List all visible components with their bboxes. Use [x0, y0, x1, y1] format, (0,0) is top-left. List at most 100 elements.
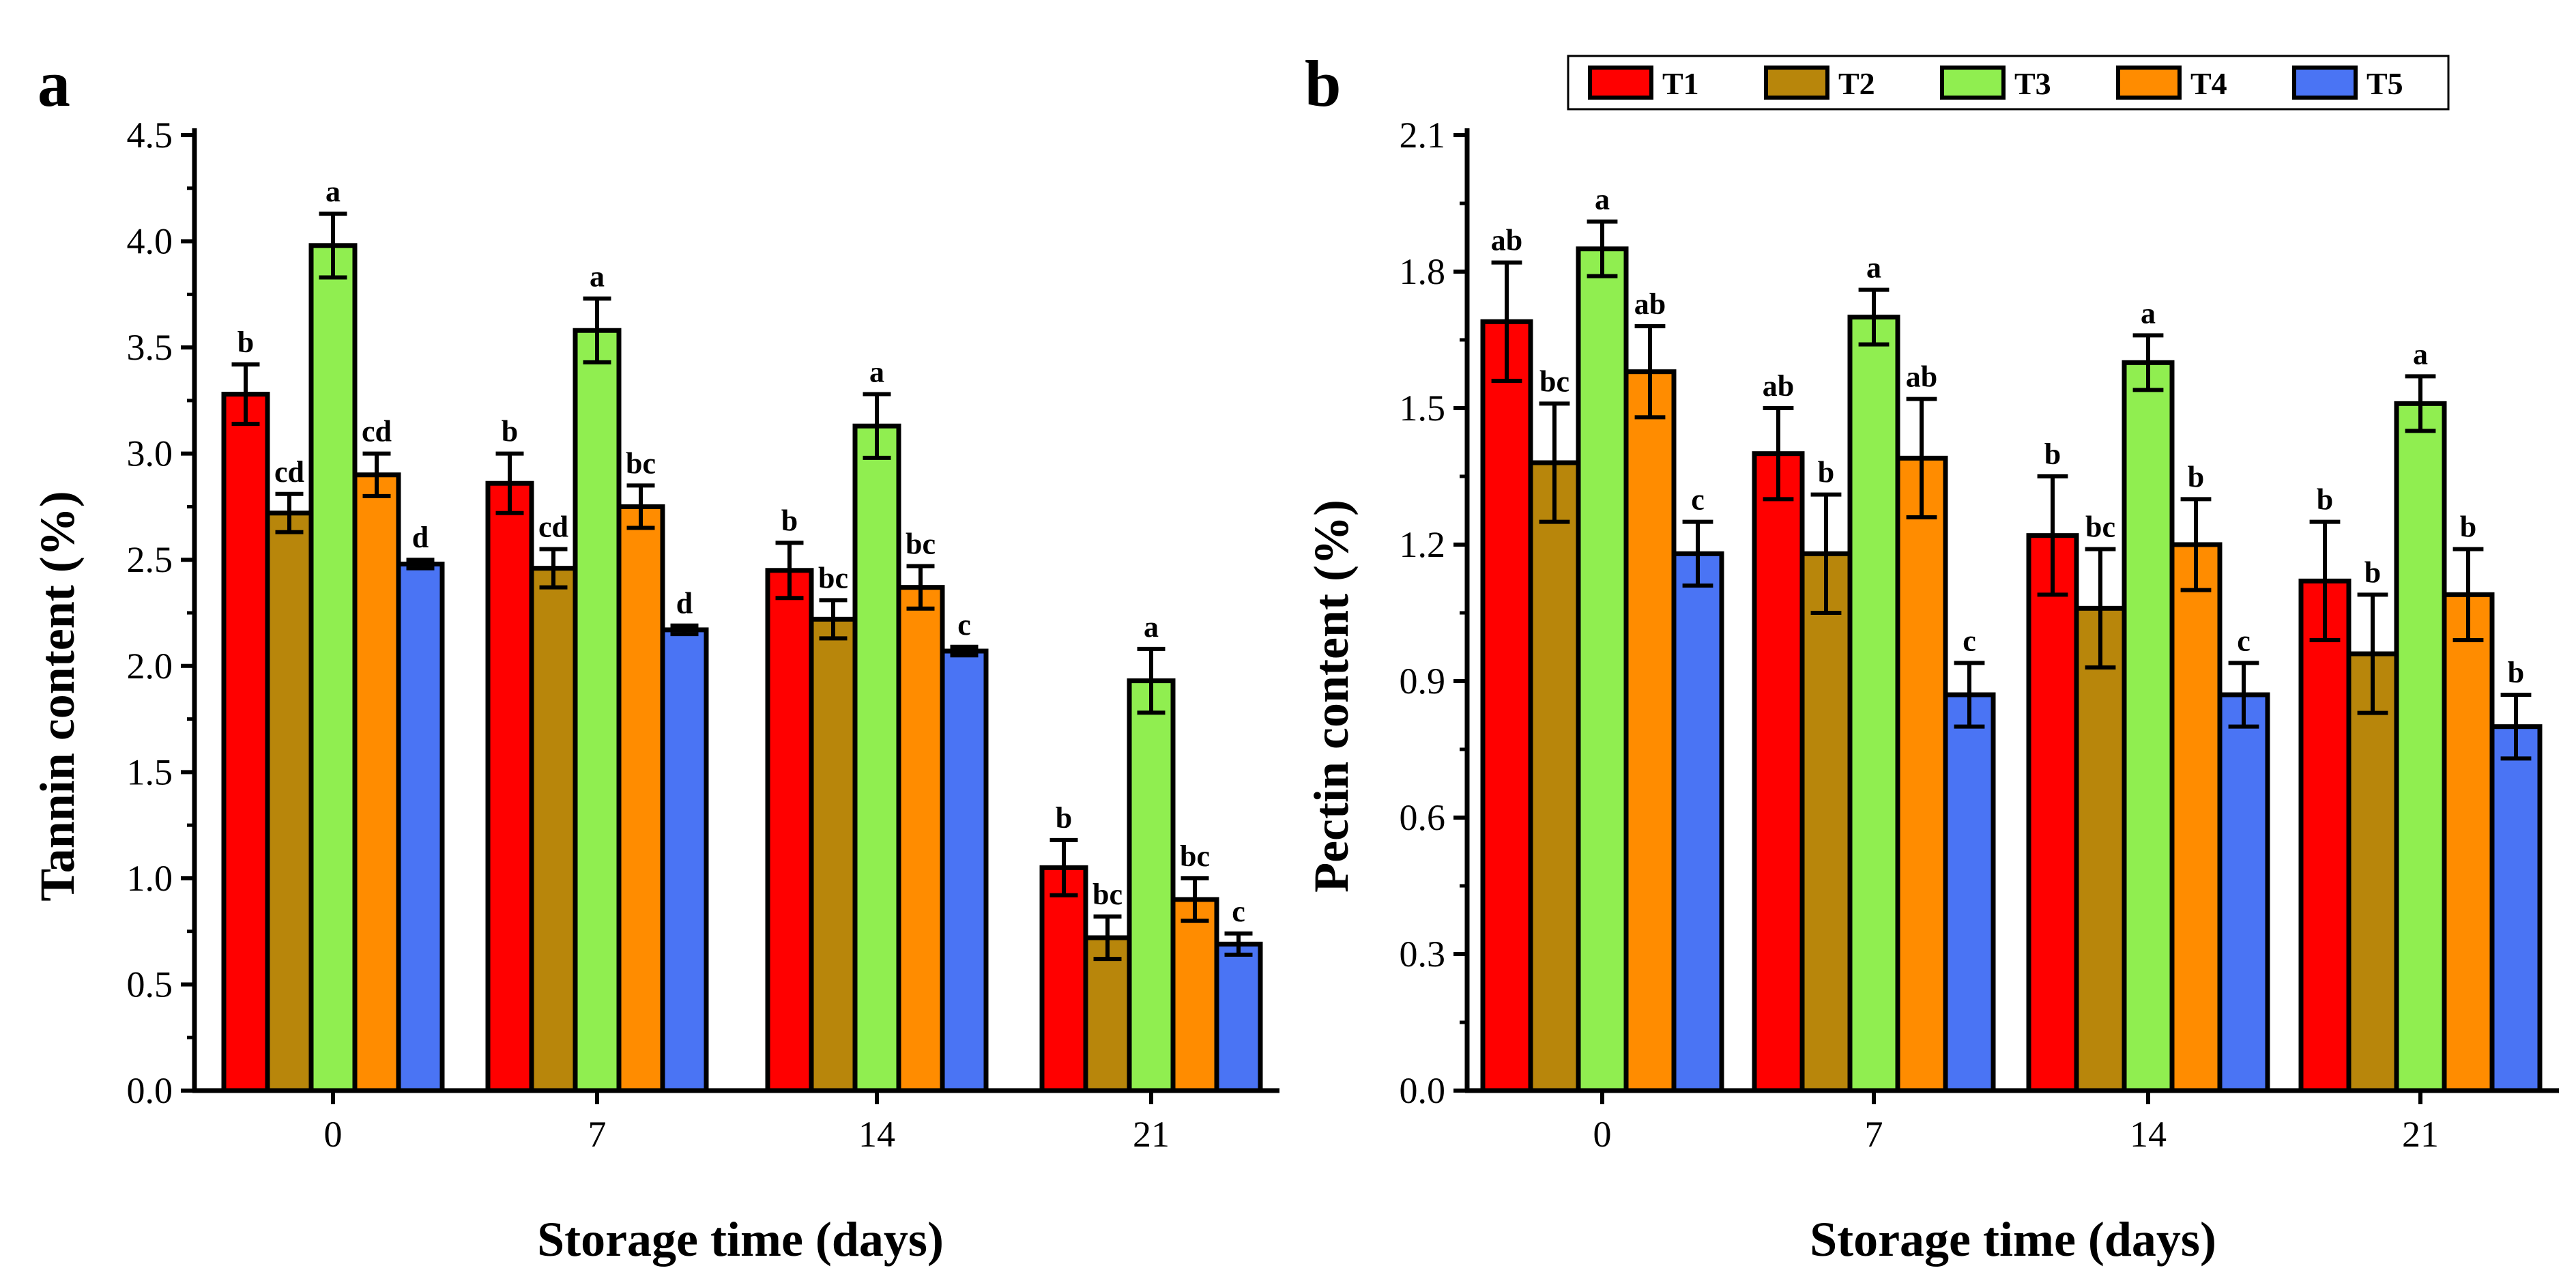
- legend-swatch-t3: [1940, 66, 2006, 100]
- sig-label-a-t1-day-7: b: [502, 415, 518, 448]
- sig-label-a-t2-day-14: bc: [818, 561, 848, 594]
- y-tick-label-b: 0.6: [1400, 797, 1446, 838]
- sig-label-a-t1-day-0: b: [237, 326, 254, 359]
- y-tick-label-a: 0.5: [127, 964, 173, 1005]
- error-bar-a-t2-day-14: [819, 598, 848, 641]
- error-bar-b-t1-day-7: [1763, 406, 1794, 502]
- sig-label-b-t3-day-7: a: [1866, 251, 1881, 285]
- y-tick-label-a: 3.5: [127, 327, 173, 368]
- error-bar-a-t4-day-0: [362, 451, 391, 498]
- error-bar-b-t4-day-21: [2452, 547, 2484, 642]
- bar-b-t1-day-0: [1480, 319, 1533, 1093]
- y-axis-title-b: Pectin content (%): [1304, 500, 1359, 893]
- bar-a-t2-day-7: [529, 566, 578, 1093]
- error-bar-b-t1-day-0: [1491, 260, 1522, 383]
- error-bar-a-t4-day-14: [906, 564, 935, 611]
- error-bar-a-t2-day-21: [1093, 914, 1122, 962]
- error-bar-a-t3-day-14: [863, 392, 891, 460]
- error-bar-b-t3-day-14: [2132, 333, 2164, 392]
- sig-label-b-t3-day-0: a: [1595, 183, 1610, 216]
- sig-label-a-t5-day-14: c: [957, 608, 971, 642]
- bar-b-t4-day-0: [1623, 369, 1677, 1093]
- bar-b-t3-day-14: [2122, 360, 2175, 1093]
- bar-b-t1-day-14: [2026, 533, 2079, 1093]
- bar-a-t1-day-14: [765, 568, 814, 1093]
- error-bar-b-t4-day-7: [1906, 397, 1937, 519]
- sig-label-a-t1-day-21: b: [1056, 801, 1072, 835]
- bar-a-t5-day-7: [660, 627, 709, 1093]
- sig-label-a-t4-day-21: bc: [1180, 839, 1210, 873]
- legend-swatch-t1: [1588, 66, 1653, 100]
- bar-a-t2-day-14: [809, 616, 858, 1093]
- sig-label-b-t5-day-0: c: [1691, 483, 1705, 517]
- bar-b-t3-day-0: [1576, 246, 1629, 1093]
- error-bar-a-t3-day-21: [1137, 646, 1166, 715]
- sig-label-b-t3-day-21: a: [2413, 337, 2428, 371]
- error-bar-b-t2-day-0: [1539, 401, 1570, 524]
- bar-a-t2-day-0: [265, 510, 314, 1093]
- sig-label-b-t1-day-14: b: [2044, 437, 2061, 471]
- sig-label-b-t3-day-14: a: [2141, 296, 2156, 330]
- bar-b-t4-day-21: [2442, 592, 2495, 1093]
- error-bar-b-t2-day-7: [1810, 492, 1842, 615]
- error-bar-a-t1-day-21: [1050, 837, 1078, 897]
- x-tick-label-b: 0: [1593, 1114, 1612, 1155]
- x-tick-label-b: 14: [2130, 1114, 2167, 1155]
- error-bar-a-t4-day-21: [1181, 876, 1209, 923]
- y-tick-label-b: 0.0: [1400, 1070, 1446, 1111]
- panel-letter-a: a: [38, 47, 70, 120]
- y-tick-label-b: 2.1: [1400, 115, 1446, 156]
- y-tick-label-b: 0.9: [1400, 661, 1446, 702]
- bar-a-t4-day-14: [896, 585, 945, 1093]
- sig-label-b-t1-day-7: ab: [1763, 369, 1794, 403]
- sig-label-a-t4-day-0: cd: [362, 415, 392, 448]
- legend-label-t1: T1: [1662, 66, 1699, 101]
- x-axis-title-a: Storage time (days): [537, 1212, 944, 1267]
- error-bar-b-t4-day-14: [2180, 497, 2212, 592]
- error-bar-a-t1-day-14: [775, 541, 804, 601]
- sig-label-b-t2-day-0: bc: [1539, 364, 1569, 398]
- sig-label-b-t1-day-0: ab: [1491, 224, 1522, 257]
- sig-label-b-t4-day-21: b: [2460, 510, 2476, 544]
- sig-label-b-t4-day-14: b: [2188, 460, 2204, 493]
- y-tick-label-b: 1.8: [1400, 251, 1446, 292]
- x-axis-title-b: Storage time (days): [1810, 1212, 2216, 1267]
- error-bar-a-t1-day-0: [231, 362, 260, 427]
- legend-swatch-t4: [2116, 66, 2182, 100]
- sig-label-b-t2-day-7: b: [1818, 456, 1834, 489]
- y-tick-label-b: 1.2: [1400, 524, 1446, 565]
- bar-b-t3-day-21: [2394, 401, 2447, 1093]
- sig-label-a-t2-day-0: cd: [274, 455, 304, 489]
- error-bar-b-t5-day-7: [1954, 661, 1985, 729]
- legend-label-t4: T4: [2190, 66, 2227, 101]
- sig-label-a-t3-day-14: a: [869, 356, 884, 389]
- sig-label-b-t1-day-21: b: [2317, 483, 2333, 517]
- error-bar-b-t3-day-21: [2405, 374, 2436, 433]
- sig-label-b-t4-day-0: ab: [1634, 287, 1666, 321]
- error-bar-a-t5-day-14: [950, 644, 979, 658]
- bar-a-t1-day-21: [1039, 865, 1088, 1093]
- error-bar-b-t5-day-0: [1682, 519, 1713, 588]
- y-tick-label-a: 2.0: [127, 646, 173, 687]
- y-tick-label-a: 3.0: [127, 433, 173, 474]
- error-bar-a-t2-day-7: [539, 547, 568, 590]
- bar-b-t1-day-21: [2298, 578, 2351, 1093]
- error-bar-a-t3-day-0: [319, 212, 347, 280]
- error-bar-a-t2-day-0: [275, 491, 304, 534]
- y-tick-label-b: 0.3: [1400, 934, 1446, 975]
- x-tick-label-b: 21: [2402, 1114, 2439, 1155]
- bar-b-t2-day-14: [2074, 605, 2127, 1093]
- bar-b-t2-day-21: [2346, 651, 2399, 1093]
- bar-a-t3-day-0: [308, 243, 358, 1093]
- sig-label-b-t2-day-21: b: [2364, 556, 2381, 589]
- y-tick-label-a: 1.5: [127, 751, 173, 792]
- error-bar-a-t5-day-0: [406, 558, 435, 571]
- sig-label-a-t3-day-7: a: [590, 260, 605, 293]
- x-tick-label-a: 21: [1133, 1114, 1170, 1155]
- bar-a-t3-day-14: [852, 423, 901, 1093]
- bar-b-t5-day-7: [1943, 692, 1996, 1093]
- sig-label-b-t5-day-7: c: [1963, 624, 1976, 657]
